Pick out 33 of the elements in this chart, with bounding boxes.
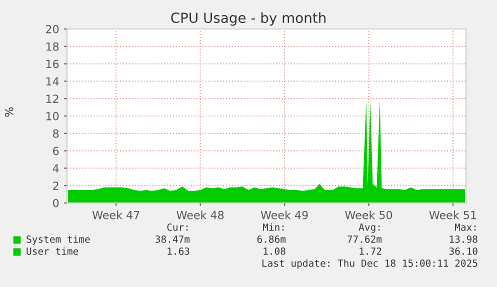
y-tick-label: 8 bbox=[53, 129, 59, 138]
y-tick-label: 14 bbox=[46, 77, 59, 86]
y-tick-label: 2 bbox=[53, 182, 58, 190]
y-tick-label: 16 bbox=[46, 60, 59, 68]
x-tick-label: Week 49 bbox=[260, 210, 308, 220]
y-axis-title: % bbox=[4, 107, 14, 117]
text: Avg: bbox=[358, 224, 380, 233]
text: 6.86m bbox=[257, 235, 286, 243]
x-tick-label: Week 51 bbox=[429, 210, 476, 220]
text: 36.10 bbox=[449, 247, 478, 255]
text: 13.98 bbox=[450, 235, 478, 243]
y-tick-label: 6 bbox=[53, 146, 59, 156]
text: Max: bbox=[454, 224, 476, 231]
y-tick-label: 4 bbox=[52, 164, 59, 172]
text: Last update: Thu Dec 18 15:00:11 2025 bbox=[262, 259, 478, 269]
text: Cur: bbox=[167, 223, 188, 231]
text: 1.08 bbox=[264, 247, 286, 255]
y-tick-label: 20 bbox=[46, 24, 59, 34]
legend-label: System time bbox=[26, 235, 90, 245]
chart-title: CPU Usage - by month bbox=[171, 12, 326, 26]
text: 38.47m bbox=[156, 235, 190, 243]
x-tick-label: Week 48 bbox=[176, 210, 224, 220]
y-tick-label: 18 bbox=[46, 42, 59, 51]
text: 1.63 bbox=[168, 247, 190, 255]
y-tick-label: 10 bbox=[46, 112, 59, 120]
text: 1.72 bbox=[360, 247, 382, 255]
y-tick-label: 12 bbox=[46, 94, 58, 103]
y-tick-label: 0 bbox=[53, 198, 59, 208]
text: Min: bbox=[262, 223, 284, 231]
text: 77.62m bbox=[348, 235, 382, 243]
x-tick-label: Week 47 bbox=[92, 210, 140, 220]
x-tick-label: Week 50 bbox=[345, 210, 392, 220]
legend-label: User time bbox=[26, 247, 78, 255]
